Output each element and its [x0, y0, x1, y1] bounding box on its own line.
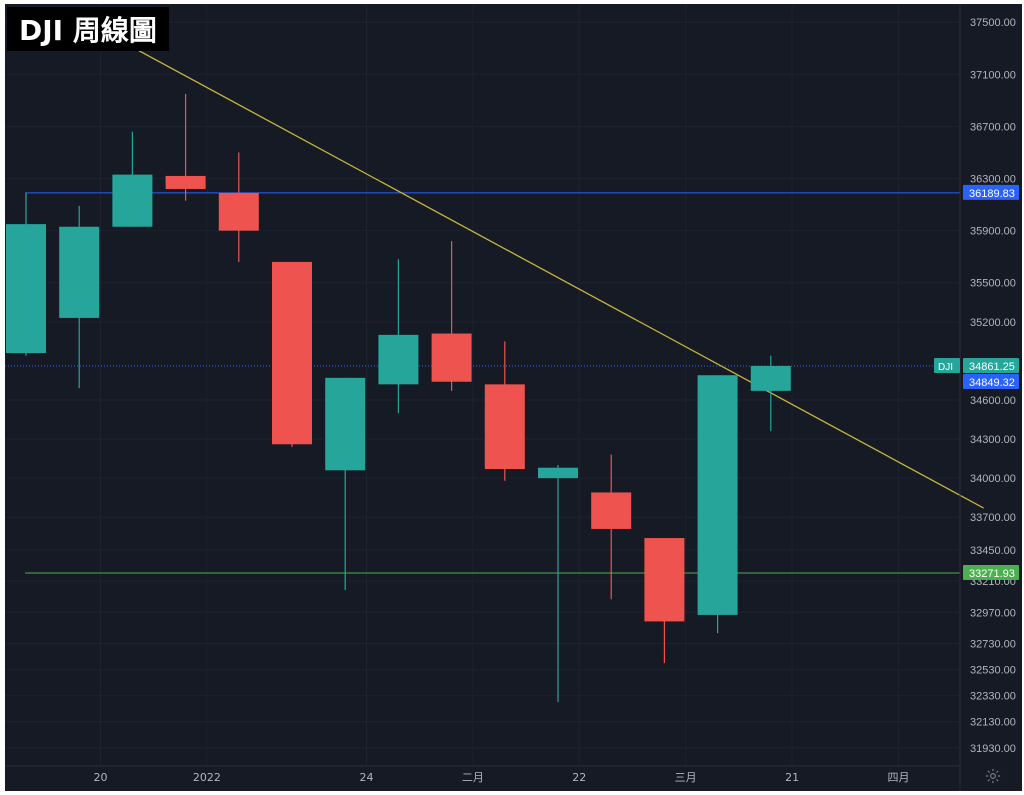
candle[interactable]	[165, 93, 206, 201]
candle[interactable]	[218, 152, 259, 262]
chart-frame: 37500.00 37100.00 36700.00 36300.00 35900.00…	[5, 4, 1022, 791]
candle[interactable]	[644, 538, 685, 664]
y-tick-label: 36300.00	[970, 174, 1016, 186]
time-axis: 20 2022 24 二月 22 三月 21 四月	[5, 765, 960, 784]
current-price-tag-text: 34861.25	[969, 361, 1015, 373]
x-tick-label: 三月	[675, 771, 697, 784]
y-tick-label: 32530.00	[970, 665, 1016, 677]
y-tick-label: 34600.00	[970, 395, 1016, 407]
y-tick-label: 32970.00	[970, 607, 1016, 619]
support-price-tag-text: 33271.93	[969, 568, 1015, 580]
x-tick-label: 2022	[193, 771, 221, 784]
price-axis: 37500.00 37100.00 36700.00 36300.00 35900.00…	[959, 4, 1016, 791]
candle[interactable]	[697, 375, 738, 634]
y-tick-label: 36700.00	[970, 121, 1016, 133]
x-tick-label: 四月	[887, 771, 909, 784]
candle[interactable]	[750, 355, 791, 432]
y-tick-label: 35200.00	[970, 317, 1016, 329]
secondary-price-tag-text: 34849.32	[969, 377, 1015, 389]
x-tick-label: 二月	[462, 771, 484, 784]
y-tick-label: 31930.00	[970, 743, 1016, 755]
y-tick-label: 34300.00	[970, 434, 1016, 446]
candle-body	[484, 384, 525, 470]
candle-body	[6, 224, 46, 354]
chart-canvas[interactable]: 37500.00 37100.00 36700.00 36300.00 35900.00…	[5, 4, 1022, 791]
candle[interactable]	[59, 205, 100, 389]
candle-body	[218, 192, 259, 231]
horizontal-lines	[5, 192, 960, 574]
grid	[5, 4, 960, 766]
price-tags: 36189.83 33271.93 34861.25 34849.32 DJI	[934, 184, 1019, 580]
y-tick-label: 35500.00	[970, 278, 1016, 290]
candle-body	[59, 226, 100, 318]
candle[interactable]	[591, 454, 632, 600]
support-price-tag: 33271.93	[963, 564, 1019, 580]
y-tick-label: 35900.00	[970, 226, 1016, 238]
candle[interactable]	[378, 259, 419, 414]
x-tick-label: 21	[785, 771, 799, 784]
candle-body	[591, 492, 632, 529]
candle-body	[431, 333, 472, 382]
resistance-price-tag-text: 36189.83	[969, 188, 1015, 200]
x-tick-label: 20	[93, 771, 107, 784]
candle[interactable]	[538, 465, 578, 703]
candle-body	[378, 334, 419, 385]
chart-title: DJI 周線圖	[19, 14, 157, 47]
symbol-tag: DJI	[934, 357, 960, 373]
candle[interactable]	[6, 192, 46, 356]
x-tick-label: 22	[572, 771, 586, 784]
candle-body	[644, 538, 685, 622]
x-tick-label: 24	[359, 771, 373, 784]
candles	[6, 93, 791, 703]
trend-line-layer	[78, 17, 984, 509]
candle-body	[165, 175, 206, 189]
candle[interactable]	[325, 377, 366, 591]
candle-body	[112, 174, 153, 227]
y-tick-label: 34000.00	[970, 473, 1016, 485]
resistance-price-tag: 36189.83	[963, 184, 1019, 200]
y-tick-label: 32730.00	[970, 639, 1016, 651]
y-tick-label: 32130.00	[970, 717, 1016, 729]
candle[interactable]	[272, 261, 312, 447]
y-tick-label: 33700.00	[970, 512, 1016, 524]
gear-icon[interactable]	[984, 767, 1002, 785]
secondary-price-tag: 34849.32	[963, 373, 1019, 389]
y-tick-label: 33450.00	[970, 545, 1016, 557]
candle-body	[697, 375, 738, 615]
candle[interactable]	[484, 341, 525, 481]
candle-body	[325, 377, 366, 471]
candle-body	[750, 365, 791, 391]
chart-title-box: DJI 周線圖	[7, 7, 169, 51]
y-tick-label: 37100.00	[970, 69, 1016, 81]
y-tick-label: 37500.00	[970, 17, 1016, 29]
current-price-tag: 34861.25	[963, 357, 1019, 373]
candle[interactable]	[431, 241, 472, 391]
y-tick-label: 32330.00	[970, 691, 1016, 703]
candle-body	[538, 467, 578, 479]
candle-body	[272, 261, 312, 445]
symbol-tag-text: DJI	[938, 362, 953, 373]
candle[interactable]	[112, 131, 153, 227]
trend-line[interactable]	[78, 17, 984, 509]
